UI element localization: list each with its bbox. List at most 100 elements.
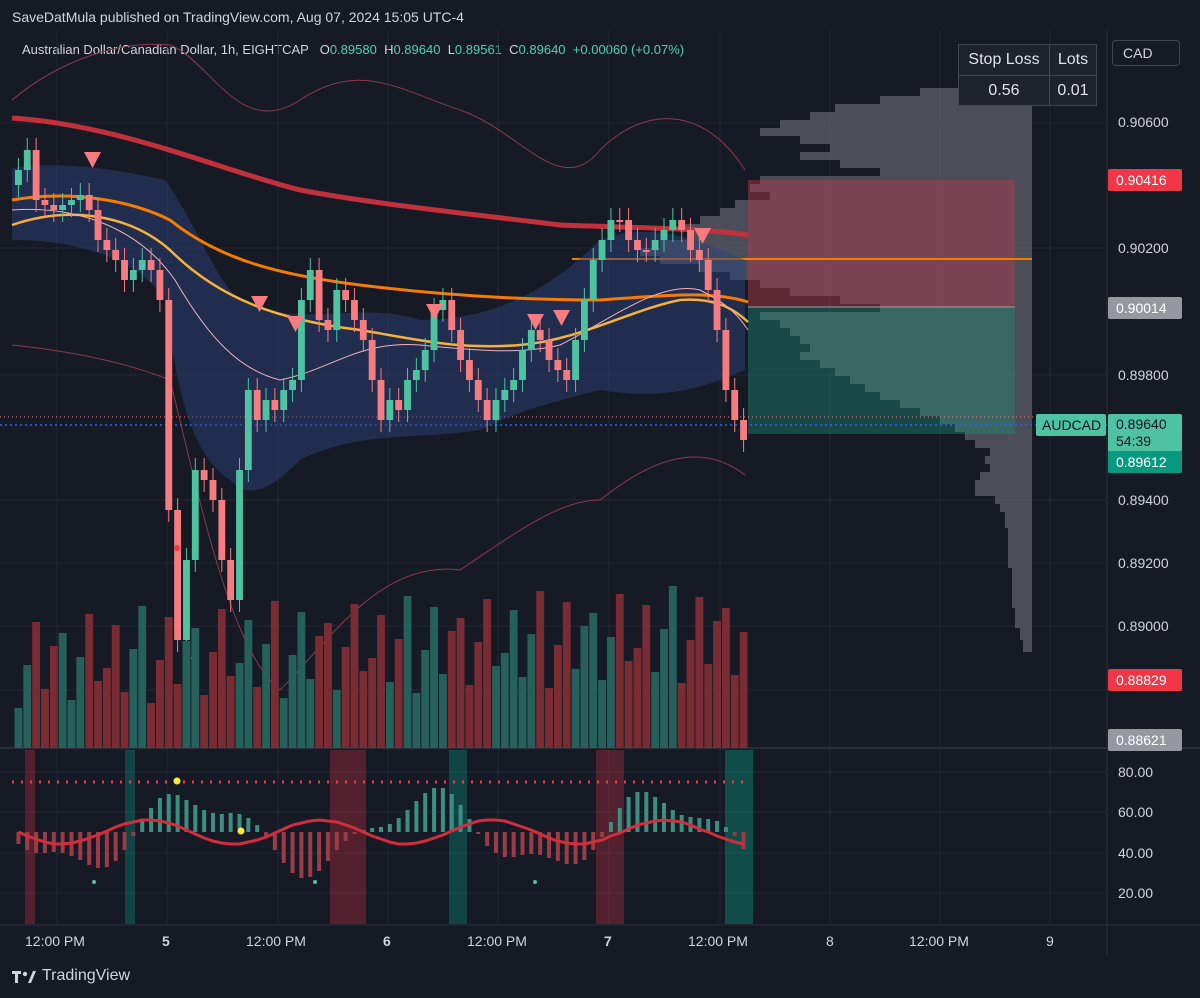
candle-body[interactable] xyxy=(218,500,226,560)
candle-body[interactable] xyxy=(271,400,279,410)
candle-body[interactable] xyxy=(315,270,323,320)
candle-body[interactable] xyxy=(368,340,376,380)
candle-body[interactable] xyxy=(174,510,182,640)
candle-body[interactable] xyxy=(191,470,199,560)
candle-body[interactable] xyxy=(589,260,597,300)
candle-body[interactable] xyxy=(457,330,465,360)
candle-body[interactable] xyxy=(704,260,712,290)
candle-body[interactable] xyxy=(297,300,305,380)
candle-body[interactable] xyxy=(439,300,447,310)
candle-body[interactable] xyxy=(651,240,659,250)
candle-body[interactable] xyxy=(32,150,40,200)
candle-body[interactable] xyxy=(200,470,208,480)
oscillator-pane[interactable] xyxy=(12,750,753,924)
candle-body[interactable] xyxy=(59,205,67,210)
oscillator-tick: 20.00 xyxy=(1118,885,1154,901)
candle-body[interactable] xyxy=(598,240,606,260)
candle-body[interactable] xyxy=(253,390,261,420)
candle-body[interactable] xyxy=(209,480,217,500)
candle-body[interactable] xyxy=(687,230,694,250)
candle-body[interactable] xyxy=(289,380,296,390)
candle-body[interactable] xyxy=(580,300,588,340)
candle-body[interactable] xyxy=(103,240,111,250)
candle-body[interactable] xyxy=(76,195,84,200)
candle-body[interactable] xyxy=(536,330,544,340)
candle-body[interactable] xyxy=(660,230,668,240)
candle-body[interactable] xyxy=(607,220,615,240)
candlestick-series[interactable] xyxy=(15,138,747,652)
candle-body[interactable] xyxy=(359,320,367,340)
candle-body[interactable] xyxy=(351,300,358,320)
candle-body[interactable] xyxy=(722,330,730,390)
candle-body[interactable] xyxy=(129,270,137,280)
candle-body[interactable] xyxy=(731,390,739,420)
candle-body[interactable] xyxy=(678,220,686,230)
symbol-info-bar[interactable]: Australian Dollar/Canadian Dollar, 1h, E… xyxy=(22,42,684,57)
candle-body[interactable] xyxy=(262,400,270,420)
currency-select-button[interactable]: CAD xyxy=(1112,40,1180,66)
candle-body[interactable] xyxy=(280,390,288,410)
candle-body[interactable] xyxy=(625,220,633,240)
candle-body[interactable] xyxy=(483,400,491,420)
candle-body[interactable] xyxy=(112,250,120,260)
entry-price-tag[interactable]: 0.90014 xyxy=(1108,297,1182,319)
candle-body[interactable] xyxy=(474,380,482,400)
candle-body[interactable] xyxy=(68,200,75,205)
volume-histogram xyxy=(14,586,748,748)
candle-body[interactable] xyxy=(156,270,164,300)
candle-body[interactable] xyxy=(324,320,332,330)
candle-body[interactable] xyxy=(244,390,252,470)
candle-body[interactable] xyxy=(695,250,703,260)
candle-body[interactable] xyxy=(121,260,128,280)
candle-body[interactable] xyxy=(147,260,155,270)
candle-body[interactable] xyxy=(377,380,385,420)
candle-body[interactable] xyxy=(41,200,49,205)
time-label: 12:00 PM xyxy=(909,933,969,949)
candle-body[interactable] xyxy=(306,270,314,300)
volume-bar xyxy=(615,594,624,748)
candle-body[interactable] xyxy=(713,290,721,330)
candle-body[interactable] xyxy=(23,150,31,170)
candle-body[interactable] xyxy=(94,210,102,240)
candle-body[interactable] xyxy=(430,310,438,350)
candle-body[interactable] xyxy=(386,400,394,420)
candle-body[interactable] xyxy=(616,220,624,222)
candle-body[interactable] xyxy=(395,400,403,410)
candle-body[interactable] xyxy=(183,560,190,640)
candle-body[interactable] xyxy=(448,300,456,330)
candle-body[interactable] xyxy=(50,205,58,210)
candle-body[interactable] xyxy=(15,170,22,185)
candle-body[interactable] xyxy=(740,420,747,440)
take-profit-zone[interactable] xyxy=(748,307,1015,434)
candle-body[interactable] xyxy=(342,290,350,300)
candle-body[interactable] xyxy=(554,360,562,370)
candle-body[interactable] xyxy=(527,330,535,350)
candle-body[interactable] xyxy=(519,350,526,380)
candle-body[interactable] xyxy=(421,350,429,370)
candle-body[interactable] xyxy=(642,250,650,252)
candle-body[interactable] xyxy=(404,380,411,410)
candle-body[interactable] xyxy=(412,370,420,380)
low-value: 0.89561 xyxy=(454,42,502,57)
candle-body[interactable] xyxy=(634,240,641,250)
candle-body[interactable] xyxy=(510,380,518,390)
candle-body[interactable] xyxy=(572,340,579,380)
stop-price-tag[interactable]: 0.90416 xyxy=(1108,169,1182,191)
candle-body[interactable] xyxy=(466,360,473,380)
candle-body[interactable] xyxy=(138,260,146,270)
candle-body[interactable] xyxy=(563,370,571,380)
candle-body[interactable] xyxy=(165,300,173,510)
candle-body[interactable] xyxy=(236,470,243,600)
symbol-description[interactable]: Australian Dollar/Canadian Dollar, 1h, E… xyxy=(22,42,309,57)
tradingview-footer[interactable]: TradingView xyxy=(12,967,130,985)
stop-loss-zone[interactable] xyxy=(748,180,1015,307)
candle-body[interactable] xyxy=(492,400,500,420)
candle-body[interactable] xyxy=(545,340,553,360)
candle-body[interactable] xyxy=(501,390,509,400)
candle-body[interactable] xyxy=(85,195,93,210)
candle-body[interactable] xyxy=(669,220,677,230)
symbol-tag: AUDCAD xyxy=(1036,414,1106,436)
candle-body[interactable] xyxy=(333,290,341,330)
candle-body[interactable] xyxy=(227,560,235,600)
